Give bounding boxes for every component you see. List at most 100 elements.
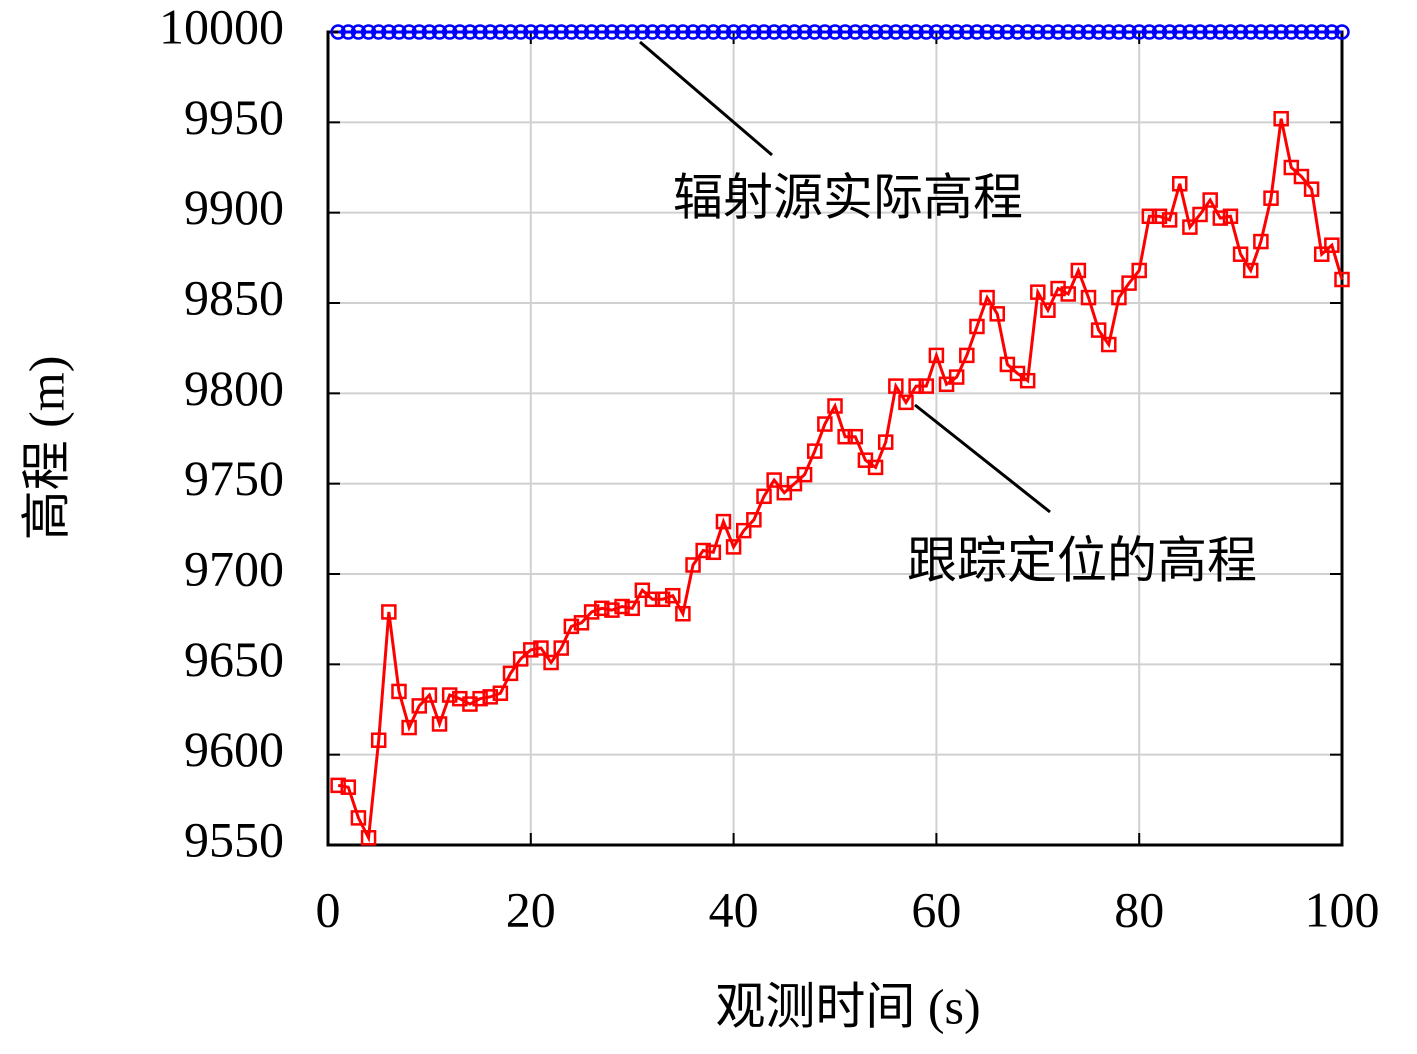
- marker: [685, 24, 701, 40]
- marker: [756, 24, 772, 40]
- marker: [928, 347, 945, 364]
- marker: [837, 428, 853, 445]
- marker: [1202, 24, 1218, 40]
- marker: [350, 24, 367, 40]
- marker: [1263, 190, 1279, 206]
- marker: [431, 716, 448, 732]
- marker: [421, 687, 438, 703]
- marker: [705, 544, 722, 561]
- marker: [1324, 24, 1340, 40]
- marker: [462, 24, 478, 40]
- marker: [999, 24, 1016, 40]
- marker: [502, 24, 519, 40]
- marker: [1253, 233, 1269, 250]
- marker: [472, 24, 488, 40]
- marker: [1283, 24, 1300, 40]
- marker: [411, 698, 428, 714]
- marker: [1334, 24, 1350, 40]
- y-tick-label: 9850: [184, 269, 284, 325]
- marker: [1172, 176, 1188, 192]
- marker: [908, 378, 924, 394]
- marker: [725, 24, 742, 40]
- marker: [675, 24, 691, 40]
- marker: [502, 665, 519, 682]
- marker: [441, 687, 458, 703]
- marker: [1060, 24, 1076, 40]
- y-tick-label: 9700: [184, 540, 284, 596]
- marker: [644, 591, 661, 608]
- marker: [898, 394, 914, 411]
- marker: [746, 512, 762, 528]
- marker: [421, 24, 438, 40]
- marker: [675, 605, 691, 622]
- marker: [959, 347, 975, 364]
- marker: [746, 24, 762, 40]
- y-tick-label: 9550: [184, 811, 284, 867]
- marker: [1101, 24, 1117, 40]
- marker: [796, 24, 813, 40]
- marker: [1232, 246, 1249, 262]
- marker: [665, 24, 681, 40]
- marker: [928, 24, 945, 40]
- marker: [553, 24, 569, 40]
- marker: [1283, 159, 1300, 176]
- marker: [979, 24, 995, 40]
- marker: [1192, 24, 1208, 40]
- marker: [817, 416, 833, 432]
- marker: [705, 24, 722, 40]
- marker: [543, 24, 559, 40]
- marker: [594, 600, 610, 617]
- marker: [411, 24, 428, 40]
- marker: [1030, 24, 1046, 40]
- marker: [1019, 372, 1036, 389]
- marker: [533, 640, 549, 656]
- marker: [776, 484, 793, 501]
- marker: [888, 24, 904, 40]
- annotation-leader: [914, 403, 1051, 514]
- marker: [1212, 24, 1229, 40]
- marker: [1313, 246, 1330, 262]
- marker: [340, 24, 357, 40]
- marker: [1161, 24, 1178, 40]
- marker: [340, 779, 357, 795]
- marker: [624, 24, 640, 40]
- y-axis-label: 高程 (m): [18, 356, 74, 541]
- x-tick-label: 80: [1114, 881, 1164, 937]
- marker: [938, 24, 955, 40]
- marker: [1040, 302, 1056, 318]
- marker: [482, 689, 498, 705]
- marker: [898, 24, 914, 40]
- marker: [512, 24, 529, 40]
- marker: [989, 306, 1005, 322]
- marker: [857, 24, 874, 40]
- marker: [1151, 208, 1168, 225]
- y-tick-label: 9950: [184, 89, 284, 145]
- marker: [1242, 262, 1259, 279]
- marker: [543, 654, 559, 671]
- marker: [482, 24, 498, 40]
- marker: [1121, 275, 1137, 291]
- marker: [1151, 24, 1168, 40]
- marker: [665, 587, 681, 604]
- marker: [583, 24, 600, 40]
- marker: [634, 582, 651, 599]
- marker: [350, 810, 367, 826]
- marker: [563, 618, 580, 635]
- annotation: 跟踪定位的高程: [907, 532, 1257, 588]
- marker: [1009, 24, 1026, 40]
- marker: [634, 24, 651, 40]
- marker: [908, 24, 924, 40]
- annotation-leader: [639, 40, 773, 157]
- marker: [614, 24, 630, 40]
- marker: [1334, 271, 1350, 288]
- x-tick-label: 40: [709, 881, 759, 937]
- marker: [867, 459, 884, 476]
- marker: [1131, 262, 1147, 279]
- x-tick-label: 60: [911, 881, 961, 937]
- marker: [1121, 24, 1137, 40]
- marker: [1080, 289, 1097, 306]
- marker: [1303, 181, 1320, 197]
- marker: [1040, 24, 1056, 40]
- marker: [1070, 24, 1087, 40]
